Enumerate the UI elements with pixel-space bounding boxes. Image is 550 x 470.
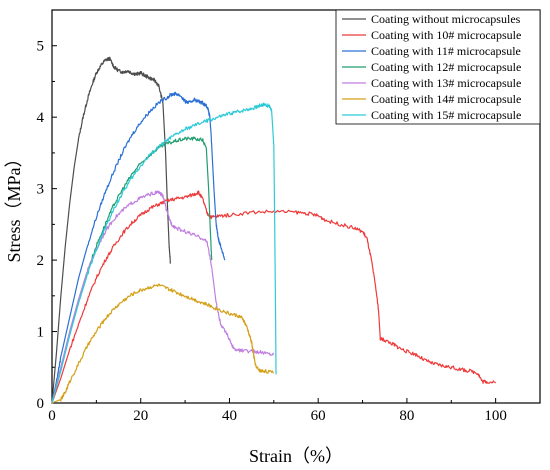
x-tick-label: 0 — [48, 408, 56, 424]
legend-label: Coating with 14# microcapsule — [371, 92, 521, 106]
legend-label: Coating with 12# microcapsule — [371, 60, 521, 74]
x-axis-ticks: 0 20 40 60 80 100 — [48, 398, 507, 424]
plot-frame — [51, 9, 541, 404]
y-axis-title: Stress（MPa） — [4, 149, 24, 262]
series-line-7 — [51, 102, 277, 404]
y-tick-label: 0 — [37, 396, 45, 412]
legend-label: Coating with 11# microcapsule — [371, 44, 521, 58]
legend-label: Coating with 10# microcapsule — [371, 28, 521, 42]
y-axis-ticks: 0 1 2 3 4 5 — [37, 39, 57, 412]
y-tick-label: 3 — [37, 182, 45, 198]
series-line-3 — [51, 91, 226, 404]
legend-box — [335, 9, 541, 125]
y-tick-label: 4 — [37, 110, 45, 126]
legend: Coating without microcapsules Coating wit… — [335, 9, 541, 125]
y-tick-label: 5 — [37, 39, 45, 55]
legend-label: Coating with 15# microcapsule — [371, 108, 521, 122]
x-tick-label: 40 — [222, 408, 237, 424]
series-layer — [51, 56, 497, 404]
y-tick-label: 1 — [37, 325, 45, 341]
legend-label: Coating without microcapsules — [371, 12, 521, 26]
y-tick-label: 2 — [37, 253, 45, 269]
x-tick-label: 60 — [311, 408, 326, 424]
series-line-2 — [51, 190, 497, 404]
legend-label: Coating with 13# microcapsule — [371, 76, 521, 90]
series-line-1 — [51, 56, 172, 404]
series-line-5 — [51, 190, 275, 404]
x-axis-title: Strain（%） — [249, 446, 343, 466]
x-tick-label: 20 — [133, 408, 148, 424]
x-tick-label: 100 — [484, 408, 507, 424]
series-line-6 — [51, 283, 275, 404]
x-tick-label: 80 — [399, 408, 414, 424]
